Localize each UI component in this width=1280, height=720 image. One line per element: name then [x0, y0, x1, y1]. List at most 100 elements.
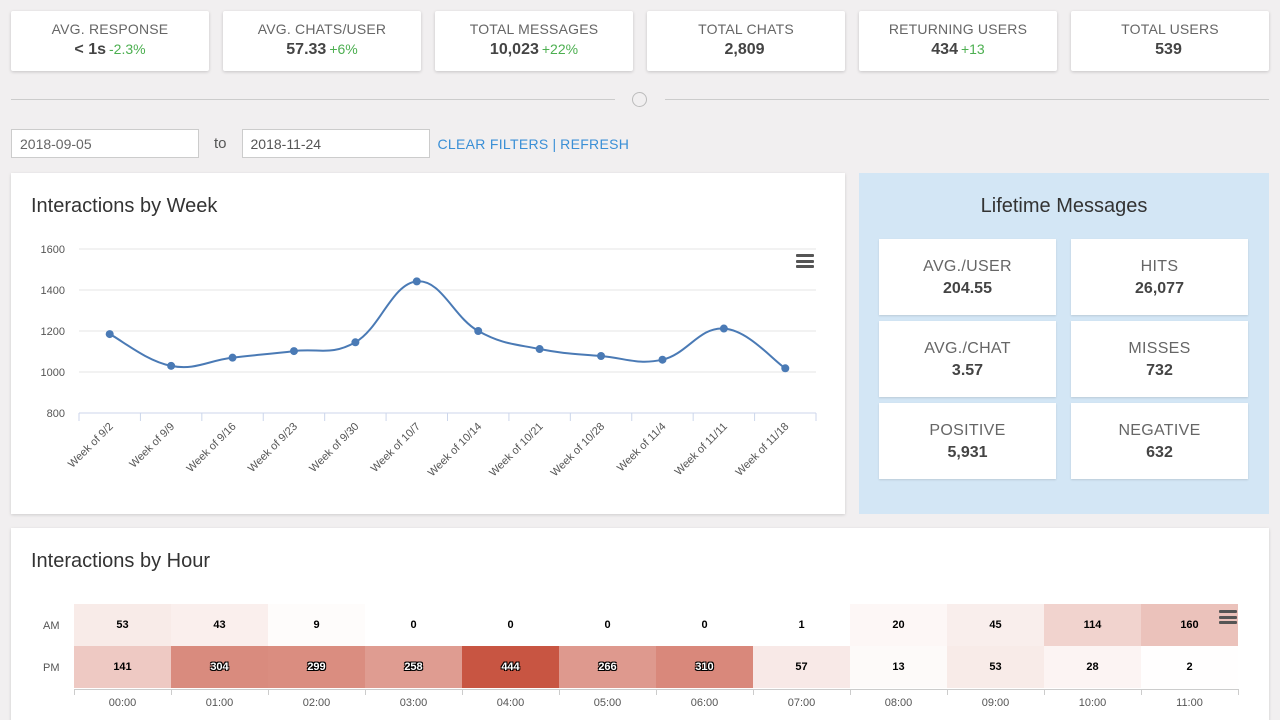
lifetime-stat-card: AVG./USER 204.55 [879, 239, 1056, 315]
heatmap-x-tick [656, 689, 657, 695]
stat-value-number: 539 [1155, 41, 1182, 58]
lifetime-stat-value: 732 [1146, 362, 1173, 379]
stats-row: AVG. RESPONSE < 1s -2.3% AVG. CHATS/USER 57.… [11, 11, 1269, 71]
to-label: to [214, 135, 227, 152]
heatmap-cell: 13 [850, 646, 947, 688]
heatmap-cell: 304 [171, 646, 268, 688]
stat-card: TOTAL CHATS 2,809 [647, 11, 845, 71]
x-tick-label: Week of 9/16 [184, 421, 238, 475]
stat-label: AVG. RESPONSE [51, 21, 169, 37]
stat-value-number: 57.33 [286, 41, 327, 58]
stat-label: AVG. CHATS/USER [257, 21, 387, 37]
heatmap-cell: 1 [753, 604, 850, 646]
interactions-by-week-panel: Interactions by Week 800 1000 1200 1400 1600… [11, 173, 845, 514]
series-line [109, 280, 786, 370]
data-point [228, 353, 237, 362]
stat-card: RETURNING USERS 434 +13 [859, 11, 1057, 71]
y-tick-label: 1600 [41, 244, 65, 256]
x-tick-label: Week of 11/4 [615, 421, 669, 475]
x-tick-label: Week of 10/7 [369, 421, 423, 475]
lifetime-stat-value: 3.57 [951, 362, 984, 379]
x-tick-label: Week of 9/9 [127, 421, 177, 471]
lifetime-stat-card: AVG./CHAT 3.57 [879, 321, 1056, 397]
lifetime-stat-label: MISSES [1128, 340, 1191, 357]
stat-card: AVG. RESPONSE < 1s -2.3% [11, 11, 209, 71]
start-date-input[interactable] [11, 129, 199, 158]
heatmap-x-tick [753, 689, 754, 695]
stat-value-number: 2,809 [724, 41, 765, 58]
stat-value: 539 [1071, 41, 1269, 59]
heatmap-row-label: PM [43, 662, 60, 674]
heatmap-column-label: 07:00 [787, 697, 816, 709]
lifetime-stat-card: MISSES 732 [1071, 321, 1248, 397]
link-separator: | [552, 135, 557, 152]
stat-card: AVG. CHATS/USER 57.33 +6% [223, 11, 421, 71]
week-chart-title: Interactions by Week [31, 195, 218, 217]
heatmap-column-label: 03:00 [399, 697, 428, 709]
heatmap-column-label: 08:00 [884, 697, 913, 709]
stat-label: RETURNING USERS [888, 21, 1028, 37]
hamburger-menu-icon[interactable] [1219, 610, 1237, 624]
data-point [167, 361, 176, 370]
stat-change: +13 [960, 41, 985, 57]
lifetime-stat-value: 26,077 [1135, 280, 1184, 297]
heatmap-x-tick [559, 689, 560, 695]
lifetime-stat-label: AVG./CHAT [924, 340, 1011, 357]
stat-change: -2.3% [109, 41, 146, 57]
lifetime-stat-card: NEGATIVE 632 [1071, 403, 1248, 479]
section-divider-right [665, 99, 1269, 100]
heatmap-x-tick [947, 689, 948, 695]
heatmap-cell: 0 [656, 604, 753, 646]
lifetime-stat-value: 632 [1146, 444, 1173, 461]
clear-filters-link[interactable]: CLEAR FILTERS [437, 135, 549, 152]
y-tick-label: 1400 [41, 285, 65, 297]
stat-value: 2,809 [647, 41, 845, 59]
stat-value-number: 10,023 [489, 41, 539, 58]
refresh-link[interactable]: REFRESH [560, 135, 630, 152]
stat-value: < 1s -2.3% [11, 41, 209, 59]
stat-value: 57.33 +6% [223, 41, 421, 59]
heatmap-cell: 266 [559, 646, 656, 688]
heatmap-cell: 2 [1141, 646, 1238, 688]
data-point [658, 355, 667, 364]
end-date-input[interactable] [241, 129, 430, 158]
heatmap-cell: 444 [462, 646, 559, 688]
heatmap-cell: 258 [365, 646, 462, 688]
stat-label: TOTAL MESSAGES [469, 21, 599, 37]
y-tick-label: 1200 [41, 326, 65, 338]
heatmap-column-label: 02:00 [302, 697, 331, 709]
heatmap-cell: 43 [171, 604, 268, 646]
data-point [412, 277, 421, 286]
x-tick-label: Week of 10/14 [426, 421, 485, 480]
stat-value: 10,023 +22% [435, 41, 633, 59]
heatmap-cell: 20 [850, 604, 947, 646]
lifetime-stat-card: POSITIVE 5,931 [879, 403, 1056, 479]
data-point [597, 352, 606, 361]
heatmap-x-tick [850, 689, 851, 695]
x-tick-label: Week of 11/11 [673, 421, 730, 478]
date-filter-bar: to CLEAR FILTERS | REFRESH [11, 129, 629, 158]
heatmap-row-label: AM [43, 620, 60, 632]
x-tick-label: Week of 10/21 [487, 421, 546, 480]
heatmap-x-tick [1044, 689, 1045, 695]
heatmap-cell: 53 [947, 646, 1044, 688]
data-point [289, 347, 298, 356]
heatmap-x-tick [1141, 689, 1142, 695]
lifetime-stat-value: 5,931 [947, 444, 988, 461]
heatmap-cell: 141 [74, 646, 171, 688]
heatmap-column-label: 01:00 [205, 697, 234, 709]
lifetime-messages-panel: Lifetime Messages AVG./USER 204.55 HITS 26,… [859, 173, 1269, 514]
data-point [105, 330, 114, 339]
heatmap-cell: 299 [268, 646, 365, 688]
circle-toggle-icon[interactable] [632, 92, 647, 107]
stat-card: TOTAL USERS 539 [1071, 11, 1269, 71]
lifetime-stat-card: HITS 26,077 [1071, 239, 1248, 315]
heatmap-column-label: 06:00 [690, 697, 719, 709]
data-point [781, 364, 790, 373]
heatmap-x-tick [365, 689, 366, 695]
heatmap-column-label: 00:00 [108, 697, 137, 709]
data-point [474, 327, 483, 335]
heatmap-cell: 0 [559, 604, 656, 646]
hamburger-menu-icon[interactable] [796, 254, 814, 268]
